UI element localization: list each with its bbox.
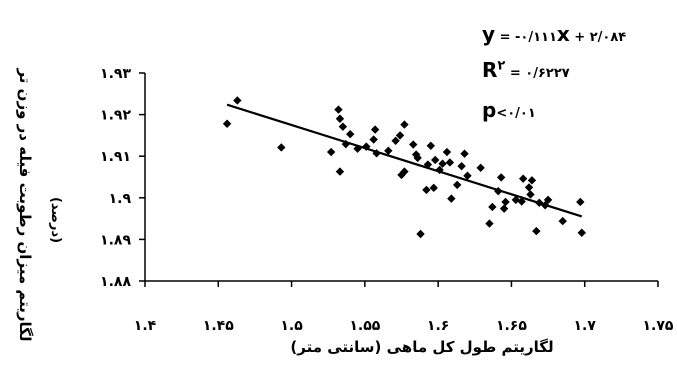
y-tick-label: ۱.۹: [109, 191, 132, 207]
data-point: [543, 195, 553, 205]
regression-equation: y = -۰/۱۱۱x + ۲/۰۸۴: [482, 22, 626, 46]
data-point: [426, 141, 436, 150]
y-tick-label: ۱.۹۲: [100, 108, 131, 124]
y-axis: ۱.۸۸ ۱.۸۹ ۱.۹ ۱.۹۱ ۱.۹۲ ۱.۹۳: [100, 66, 146, 290]
trendline-group: [226, 103, 583, 218]
data-point: [445, 158, 455, 167]
data-point: [409, 140, 418, 149]
data-point: [326, 147, 336, 157]
data-point: [577, 228, 586, 237]
trendline: [226, 103, 583, 218]
p-value-annotation: p<۰/۰۱: [482, 98, 536, 122]
y-tick-label: ۱.۸۸: [100, 274, 131, 290]
data-point: [338, 122, 348, 131]
p-lead: p: [482, 98, 497, 122]
y-tick-label: ۱.۹۱: [100, 149, 131, 165]
data-point: [517, 197, 526, 206]
data-point: [416, 229, 425, 239]
data-point: [362, 142, 371, 151]
data-point: [372, 149, 381, 158]
p-rest: <۰/۰۱: [496, 106, 536, 121]
data-point: [485, 219, 494, 228]
data-point: [488, 202, 497, 212]
y-axis-label-unit: (درصد): [48, 197, 63, 243]
x-axis-label: لگاریتم طول کل ماهی (سانتی متر): [290, 338, 553, 356]
x-tick-label: ۱.۷۵: [643, 318, 674, 334]
y-axis-label: لگاریتم میزان رطوبت فیله در وزن تر: [16, 67, 34, 341]
data-point: [431, 155, 440, 165]
data-point: [384, 146, 393, 155]
equation-tail: + ۲/۰۸۴: [569, 30, 627, 45]
data-point: [442, 147, 452, 157]
data-point: [457, 161, 466, 171]
data-point: [527, 176, 537, 185]
x-tick-label: ۱.۴۵: [203, 318, 234, 334]
equation-rest: = -۰/۱۱۱: [495, 30, 557, 45]
data-points: [222, 96, 586, 239]
data-point: [576, 197, 585, 207]
data-point: [423, 160, 433, 169]
data-point: [499, 204, 509, 213]
data-point: [277, 143, 286, 152]
y-tick-label: ۱.۸۹: [100, 232, 131, 248]
data-point: [532, 226, 541, 236]
data-point: [496, 173, 506, 182]
data-point: [460, 149, 469, 158]
data-point: [391, 136, 400, 146]
x-axis: ۱.۴ ۱.۴۵ ۱.۵ ۱.۵۵ ۱.۶ ۱.۶۵ ۱.۷ ۱.۷۵: [134, 280, 674, 334]
data-point: [422, 185, 431, 195]
data-point: [476, 163, 485, 173]
data-point: [438, 159, 447, 168]
data-point: [334, 105, 343, 114]
r2-rest: = ۰/۶۲۲۷: [505, 66, 570, 81]
r2-lead: R: [482, 58, 498, 82]
data-point: [369, 135, 378, 144]
x-tick-label: ۱.۶۵: [496, 318, 527, 334]
x-tick-label: ۱.۶: [427, 318, 449, 334]
data-point: [353, 144, 362, 153]
data-point: [524, 183, 534, 192]
x-tick-label: ۱.۷: [574, 318, 597, 334]
data-point: [435, 165, 444, 175]
data-point: [518, 174, 528, 183]
data-point: [447, 194, 456, 203]
r-squared-annotation: R۲ = ۰/۶۲۲۷: [482, 58, 570, 82]
x-tick-label: ۱.۴: [134, 318, 157, 334]
data-point: [400, 120, 409, 129]
y-tick-label: ۱.۹۳: [100, 66, 131, 82]
data-point: [400, 167, 409, 176]
data-point: [452, 180, 462, 190]
data-point: [233, 96, 242, 105]
data-point: [346, 129, 355, 139]
r2-sup: ۲: [497, 58, 506, 74]
x-tick-label: ۱.۵۵: [349, 318, 380, 334]
data-point: [395, 131, 405, 140]
data-point: [558, 216, 567, 226]
equation-lead: y: [482, 22, 496, 46]
data-point: [535, 198, 544, 207]
x-tick-label: ۱.۵: [280, 318, 303, 334]
equation-x: x: [556, 22, 570, 46]
data-point: [526, 190, 535, 199]
data-point: [370, 125, 380, 134]
data-point: [341, 139, 351, 149]
data-point: [463, 171, 472, 180]
data-point: [429, 183, 438, 193]
data-point: [413, 153, 422, 163]
data-point: [222, 119, 232, 128]
data-point: [501, 197, 510, 207]
data-point: [494, 186, 503, 196]
data-point: [335, 167, 345, 176]
data-point: [335, 114, 345, 123]
